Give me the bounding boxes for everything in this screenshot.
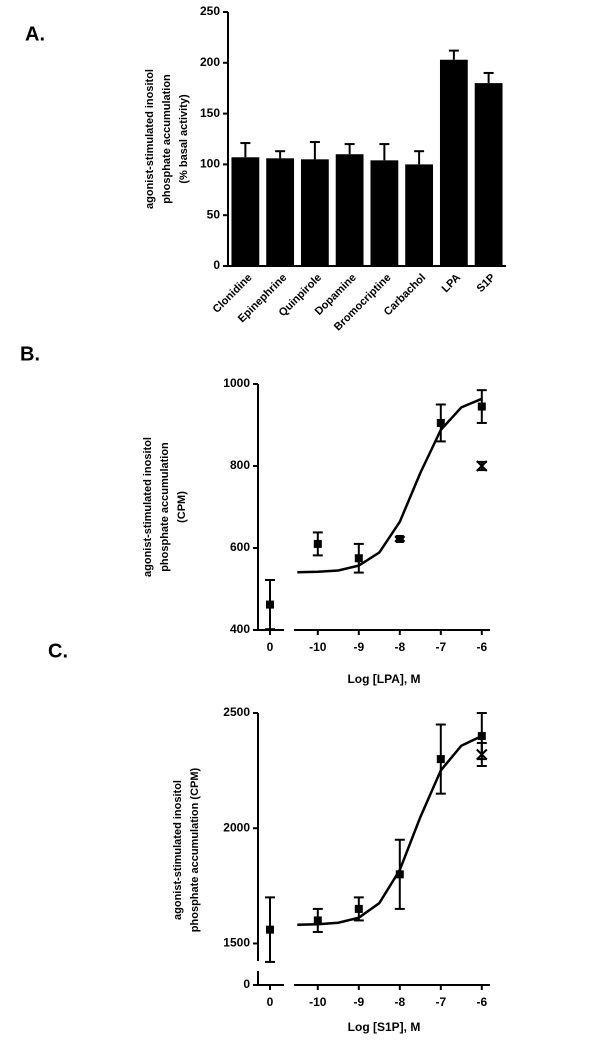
fit-curve [297,397,483,574]
control-point [266,925,274,934]
bar [474,83,503,267]
y-axis-label: phosphate accumulation [161,74,173,204]
bar [300,159,329,266]
y-tick-label: 100 [200,157,220,171]
x-tick-label: -6 [476,995,487,1009]
data-point [354,554,363,563]
data-point [313,539,322,548]
extra-point [476,748,488,761]
data-point [477,402,486,411]
y-tick-label: 1000 [223,376,250,390]
error-bar [483,71,494,84]
data-point [477,732,486,741]
y-tick-label: 800 [230,458,250,472]
data-point [395,870,404,879]
y-tick-label: 0 [213,258,220,272]
x-axis-label: Log [LPA], M [347,672,420,686]
bar [370,160,399,266]
y-tick-label: 600 [230,540,250,554]
x-tick-label: 0 [267,640,274,654]
y-tick-label: 250 [200,4,220,18]
bar [231,157,260,266]
panel-label: B. [20,343,40,365]
data-point [354,904,363,913]
y-tick-label: 0 [243,977,250,991]
bar [405,164,434,266]
y-axis-label: (CPM) [176,491,188,523]
x-tick-label: -8 [394,640,405,654]
y-axis-label: agonist-stimulated inositol [144,69,156,209]
y-axis-label: agonist-stimulated inositol [142,437,154,577]
data-point [395,534,404,543]
error-bar [344,143,355,155]
x-tick-label: S1P [475,272,498,295]
error-bar [379,143,390,161]
bar [439,59,468,266]
data-point [436,418,445,427]
x-tick-label: 0 [267,995,274,1009]
bar [335,154,364,266]
y-tick-label: 200 [200,55,220,69]
error-bar [448,49,459,60]
y-tick-label: 2500 [223,705,250,719]
y-tick-label: 50 [207,207,221,221]
y-tick-label: 150 [200,106,220,120]
y-axis-label: agonist-stimulated inositol [172,780,184,920]
error-bar [240,142,251,158]
error-bar [275,150,286,159]
y-axis-label: phosphate accumulation [159,442,171,572]
x-tick-label: -7 [435,995,446,1009]
fit-curve [297,734,483,927]
x-tick-label: -7 [435,640,446,654]
x-tick-label: LPA [440,272,464,296]
y-axis-label: phosphate accumulation (CPM) [189,767,201,932]
y-tick-label: 400 [230,622,250,636]
error-bar [414,150,425,165]
x-tick-label: -10 [309,995,327,1009]
x-axis-label: Log [S1P], M [348,1020,421,1034]
x-tick-label: -9 [353,640,364,654]
y-tick-label: 2000 [223,820,250,834]
panel-label: C. [48,640,68,662]
x-tick-label: -10 [309,640,327,654]
panel-label: A. [25,23,45,45]
control-point [266,600,274,609]
y-axis-label: (% basal activity) [178,94,190,184]
bar [266,158,295,266]
x-tick-label: -6 [476,640,487,654]
data-point [313,916,322,925]
y-tick-label: 1500 [223,936,250,950]
x-tick-label: -8 [394,995,405,1009]
error-bar [309,141,320,160]
extra-point [476,460,488,472]
x-tick-label: -9 [353,995,364,1009]
data-point [436,755,445,764]
